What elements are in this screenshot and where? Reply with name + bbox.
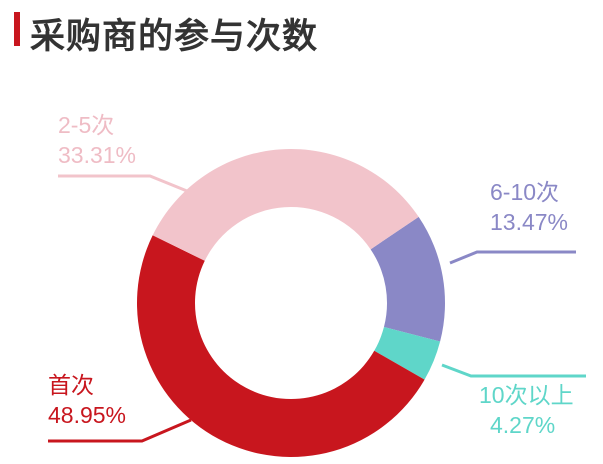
label-first: 首次 48.95% (48, 370, 126, 430)
slice-label-name: 10次以上 (479, 382, 574, 408)
donut-slice (152, 149, 419, 261)
leader-line (449, 250, 576, 265)
slice-label-name: 2-5次 (58, 112, 115, 138)
label-6-10: 6-10次 13.47% (490, 177, 568, 237)
leader-line (441, 363, 586, 378)
title-accent-bar (14, 12, 20, 46)
slice-label-value: 13.47% (490, 209, 569, 235)
donut-slice (137, 235, 425, 457)
slice-label-name: 首次 (48, 372, 94, 398)
slice-label-value: 33.31% (58, 142, 137, 168)
label-10-plus: 10次以上 4.27% (479, 380, 574, 440)
slice-label-value: 4.27% (490, 412, 556, 438)
donut-slice (374, 327, 441, 380)
slice-label-name: 6-10次 (490, 179, 560, 205)
leader-line (48, 418, 192, 443)
slice-label-value: 48.95% (48, 402, 127, 428)
label-2-5: 2-5次 33.31% (58, 110, 136, 170)
chart-title: 采购商的参与次数 (30, 17, 319, 57)
leader-line (58, 174, 188, 193)
donut-slice (370, 216, 445, 342)
